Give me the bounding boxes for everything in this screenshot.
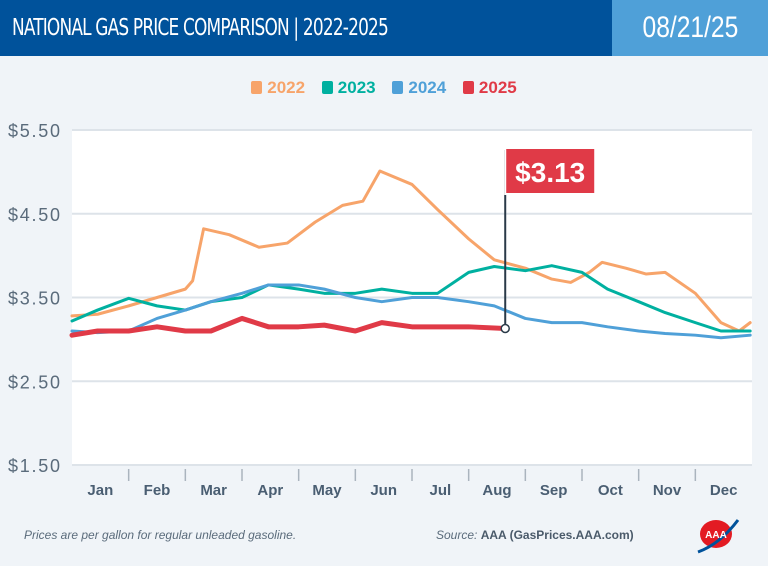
legend-item: 2022 — [251, 78, 305, 98]
legend-item: 2023 — [321, 78, 376, 98]
x-tick-label: Jan — [87, 482, 113, 499]
x-tick-label: Mar — [200, 482, 227, 499]
y-tick-label: $2.50 — [8, 372, 60, 392]
legend-item: 2024 — [392, 78, 446, 98]
y-tick-label: $5.50 — [8, 121, 60, 141]
source-note: Source: AAA (GasPrices.AAA.com) — [436, 528, 634, 542]
x-tick-label: Dec — [710, 482, 738, 499]
x-tick-label: Aug — [482, 482, 511, 499]
x-tick-label: Jul — [429, 482, 451, 499]
legend-swatch — [251, 81, 263, 94]
series-line-2025 — [69, 315, 508, 338]
callout-label: $3.13 — [515, 157, 585, 188]
series-line-2022 — [70, 169, 752, 333]
callout-point — [500, 323, 510, 334]
callout-box — [504, 147, 597, 195]
chart-title: NATIONAL GAS PRICE COMPARISON | 2022-202… — [0, 0, 612, 56]
legend-label: 2025 — [478, 78, 517, 97]
x-tick-label: Jun — [370, 482, 397, 499]
date-text: 08/21/25 — [642, 11, 738, 44]
svg-text:AAA: AAA — [705, 530, 727, 541]
x-tick-label: Sep — [540, 482, 568, 499]
series-line-2024 — [70, 283, 752, 340]
footnote: Prices are per gallon for regular unlead… — [24, 528, 297, 542]
source-label: Source: — [436, 528, 478, 542]
x-tick-label: Feb — [144, 482, 171, 499]
aaa-logo: AAA — [697, 519, 740, 554]
legend-label: 2023 — [337, 78, 376, 97]
source-text: AAA (GasPrices.AAA.com) — [480, 528, 634, 542]
date-badge: 08/21/25 — [612, 0, 768, 56]
legend: 2022 2023 2024 2025 — [0, 78, 768, 98]
legend-swatch — [462, 81, 474, 94]
legend-item: 2025 — [462, 78, 517, 98]
y-tick-label: $3.50 — [8, 289, 60, 309]
legend-label: 2022 — [267, 78, 306, 97]
legend-swatch — [321, 81, 333, 94]
legend-swatch — [392, 81, 404, 94]
y-tick-label: $1.50 — [8, 456, 60, 476]
legend-label: 2024 — [408, 78, 447, 97]
x-tick-label: Oct — [598, 482, 623, 499]
title-text: NATIONAL GAS PRICE COMPARISON | 2022-202… — [12, 15, 389, 41]
x-tick-label: Apr — [257, 482, 283, 499]
x-tick-label: May — [312, 482, 342, 499]
y-tick-label: $4.50 — [8, 205, 60, 225]
x-tick-label: Nov — [653, 482, 682, 499]
